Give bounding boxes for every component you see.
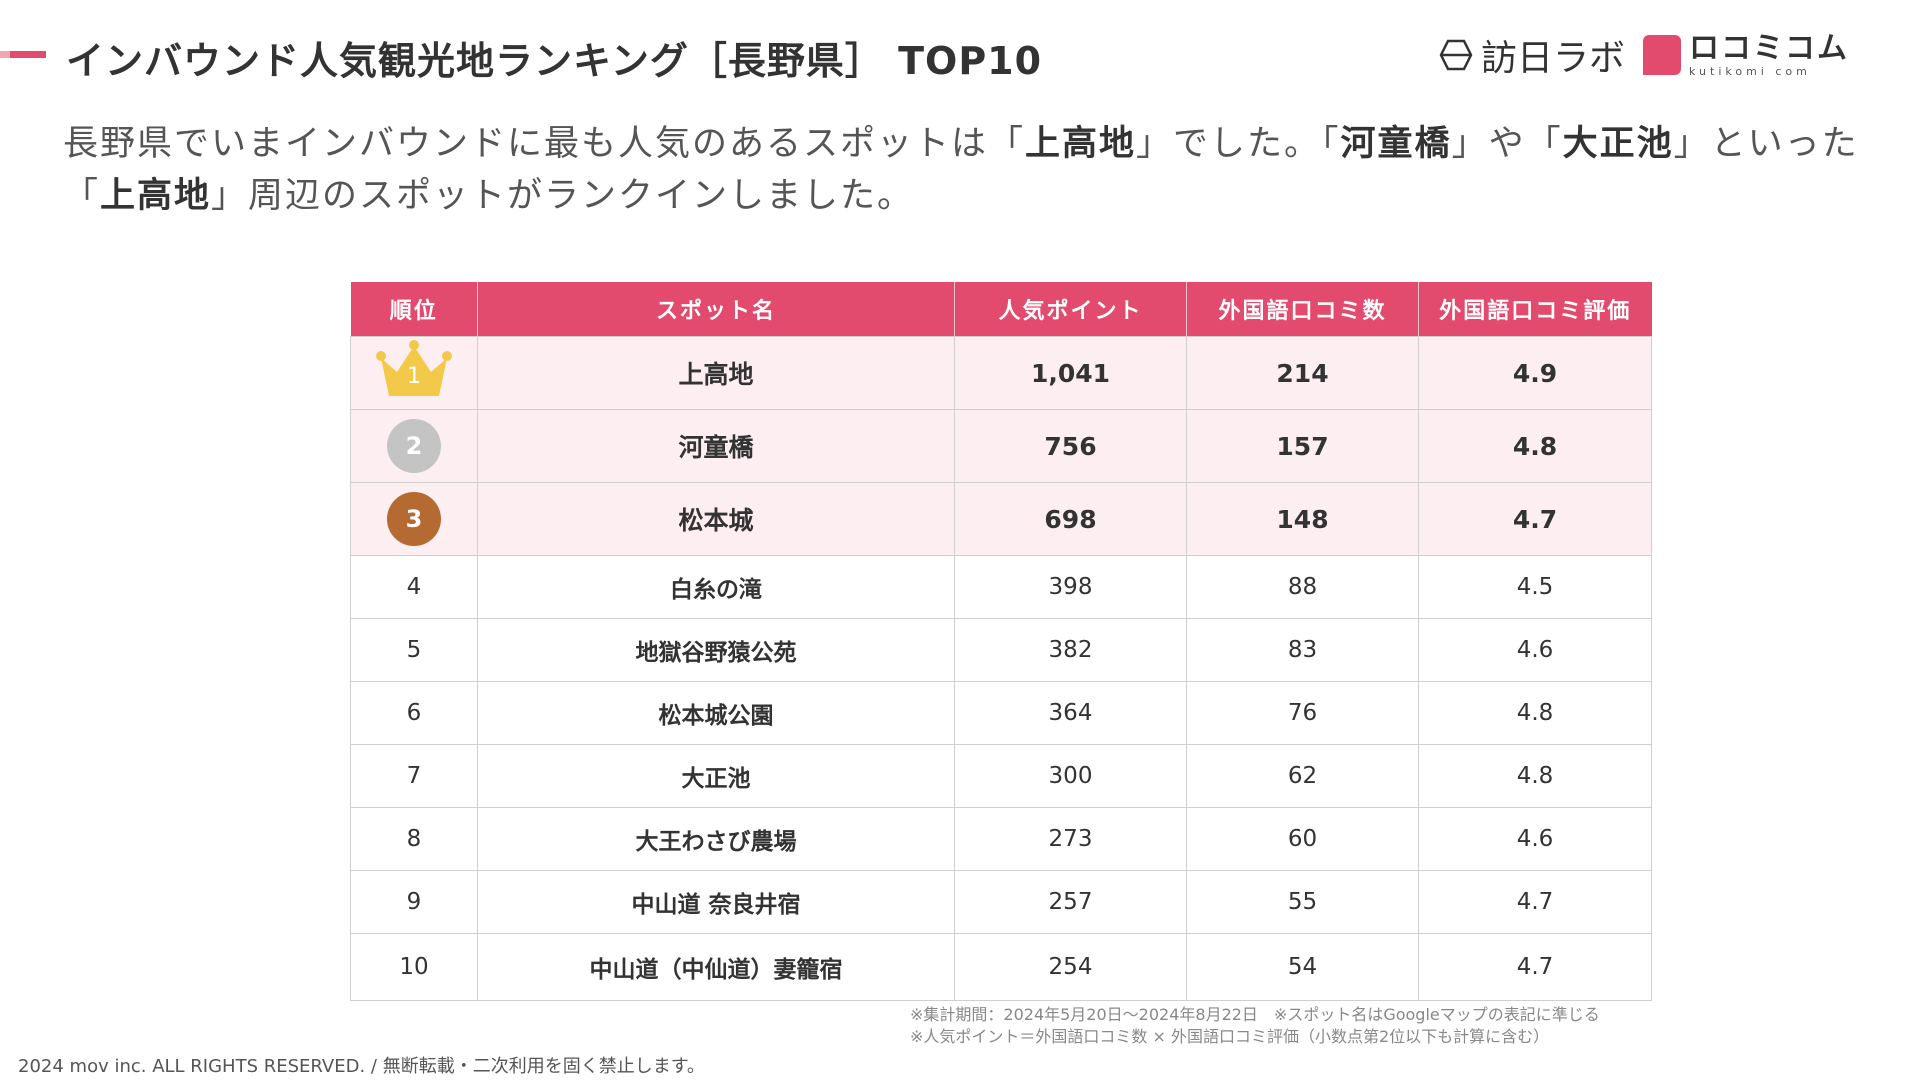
header-points: 人気ポイント — [954, 282, 1187, 337]
rank-cell: 6 — [350, 681, 478, 745]
review-count: 55 — [1186, 870, 1419, 934]
points: 698 — [954, 482, 1187, 556]
table-row: 10 中山道（中仙道）妻籠宿 254 54 4.7 — [350, 933, 1652, 1001]
review-rating: 4.6 — [1418, 618, 1652, 682]
rank-cell: 1 — [350, 336, 478, 410]
points: 756 — [954, 409, 1187, 483]
speech-bubble-icon — [1643, 35, 1681, 75]
header-review-rating: 外国語口コミ評価 — [1418, 282, 1652, 337]
rank-cell: 9 — [350, 870, 478, 934]
points: 364 — [954, 681, 1187, 745]
review-rating: 4.9 — [1418, 336, 1652, 410]
review-rating: 4.8 — [1418, 409, 1652, 483]
points: 398 — [954, 555, 1187, 619]
table-row: 8 大王わさび農場 273 60 4.6 — [350, 807, 1652, 871]
review-count: 214 — [1186, 336, 1419, 410]
houjin-labo-logo-text: 訪日ラボ — [1480, 38, 1625, 79]
page-title: インバウンド人気観光地ランキング［長野県］ TOP10 — [66, 39, 1043, 83]
kutikomi-logo-text: ロコミコム — [1689, 30, 1849, 66]
spot-name: 白糸の滝 — [477, 555, 955, 619]
logo-group: 訪日ラボ ロコミコム kutikomi com — [1439, 30, 1849, 80]
review-count: 83 — [1186, 618, 1419, 682]
review-rating: 4.8 — [1418, 681, 1652, 745]
lead-paragraph: 長野県でいまインバウンドに最も人気のあるスポットは「上高地」でした。「河童橋」や… — [63, 124, 1859, 216]
review-rating: 4.7 — [1418, 870, 1652, 934]
spot-name: 松本城公園 — [477, 681, 955, 745]
kutikomi-logo: ロコミコム kutikomi com — [1643, 30, 1849, 78]
spot-name: 河童橋 — [477, 409, 955, 483]
spot-name: 大正池 — [477, 744, 955, 808]
points: 257 — [954, 870, 1187, 934]
review-count: 62 — [1186, 744, 1419, 808]
points: 254 — [954, 933, 1187, 1001]
points: 273 — [954, 807, 1187, 871]
review-count: 54 — [1186, 933, 1419, 1001]
points: 382 — [954, 618, 1187, 682]
review-count: 88 — [1186, 555, 1419, 619]
table-row: 7 大正池 300 62 4.8 — [350, 744, 1652, 808]
rank-cell: 3 — [350, 482, 478, 556]
silver-medal-icon: 2 — [387, 419, 441, 473]
rank-cell: 8 — [350, 807, 478, 871]
spot-name: 中山道（中仙道）妻籠宿 — [477, 933, 955, 1001]
gold-crown-icon: 1 — [375, 340, 453, 400]
highlight-kamikochi-2: 上高地 — [100, 176, 212, 216]
bronze-medal-icon: 3 — [387, 492, 441, 546]
table-row: 9 中山道 奈良井宿 257 55 4.7 — [350, 870, 1652, 934]
footnote-formula: ※人気ポイント＝外国語口コミ数 × 外国語口コミ評価（小数点第2位以下も計算に含… — [910, 1027, 1550, 1046]
footnote-period: ※集計期間：2024年5月20日〜2024年8月22日 ※スポット名はGoogl… — [910, 1005, 1600, 1024]
highlight-kappabashi: 河童橋 — [1340, 124, 1452, 164]
spot-name: 上高地 — [477, 336, 955, 410]
rank-cell: 2 — [350, 409, 478, 483]
header-spot-name: スポット名 — [477, 282, 955, 337]
table-row: 2 河童橋 756 157 4.8 — [350, 409, 1652, 483]
review-rating: 4.5 — [1418, 555, 1652, 619]
table-row: 5 地獄谷野猿公苑 382 83 4.6 — [350, 618, 1652, 682]
header-rank: 順位 — [350, 282, 478, 337]
spot-name: 地獄谷野猿公苑 — [477, 618, 955, 682]
ranking-table: 順位 スポット名 人気ポイント 外国語口コミ数 外国語口コミ評価 1 上高地 — [350, 282, 1652, 1001]
highlight-taishoike: 大正池 — [1562, 124, 1674, 164]
review-rating: 4.8 — [1418, 744, 1652, 808]
points: 1,041 — [954, 336, 1187, 410]
spot-name: 大王わさび農場 — [477, 807, 955, 871]
footnotes: ※集計期間：2024年5月20日〜2024年8月22日 ※スポット名はGoogl… — [910, 1004, 1600, 1048]
kutikomi-logo-subtext: kutikomi com — [1689, 64, 1811, 78]
table-row: 3 松本城 698 148 4.7 — [350, 482, 1652, 556]
points: 300 — [954, 744, 1187, 808]
rank-cell: 5 — [350, 618, 478, 682]
review-count: 76 — [1186, 681, 1419, 745]
spot-name: 松本城 — [477, 482, 955, 556]
houjin-labo-logo: 訪日ラボ — [1439, 29, 1625, 81]
table-row: 1 上高地 1,041 214 4.9 — [350, 336, 1652, 410]
rank-cell: 7 — [350, 744, 478, 808]
review-count: 60 — [1186, 807, 1419, 871]
hexagon-logo-icon — [1439, 39, 1473, 71]
rank-number: 1 — [407, 364, 421, 389]
title-accent-bar — [0, 51, 46, 58]
review-rating: 4.7 — [1418, 482, 1652, 556]
rank-cell: 10 — [350, 933, 478, 1001]
rank-cell: 4 — [350, 555, 478, 619]
copyright-text: 2024 mov inc. ALL RIGHTS RESERVED. / 無断転… — [18, 1056, 705, 1077]
table-header-row: 順位 スポット名 人気ポイント 外国語口コミ数 外国語口コミ評価 — [350, 282, 1652, 337]
review-count: 157 — [1186, 409, 1419, 483]
spot-name: 中山道 奈良井宿 — [477, 870, 955, 934]
review-count: 148 — [1186, 482, 1419, 556]
table-row: 6 松本城公園 364 76 4.8 — [350, 681, 1652, 745]
highlight-kamikochi: 上高地 — [1025, 124, 1137, 164]
header-review-count: 外国語口コミ数 — [1186, 282, 1419, 337]
review-rating: 4.7 — [1418, 933, 1652, 1001]
review-rating: 4.6 — [1418, 807, 1652, 871]
table-row: 4 白糸の滝 398 88 4.5 — [350, 555, 1652, 619]
